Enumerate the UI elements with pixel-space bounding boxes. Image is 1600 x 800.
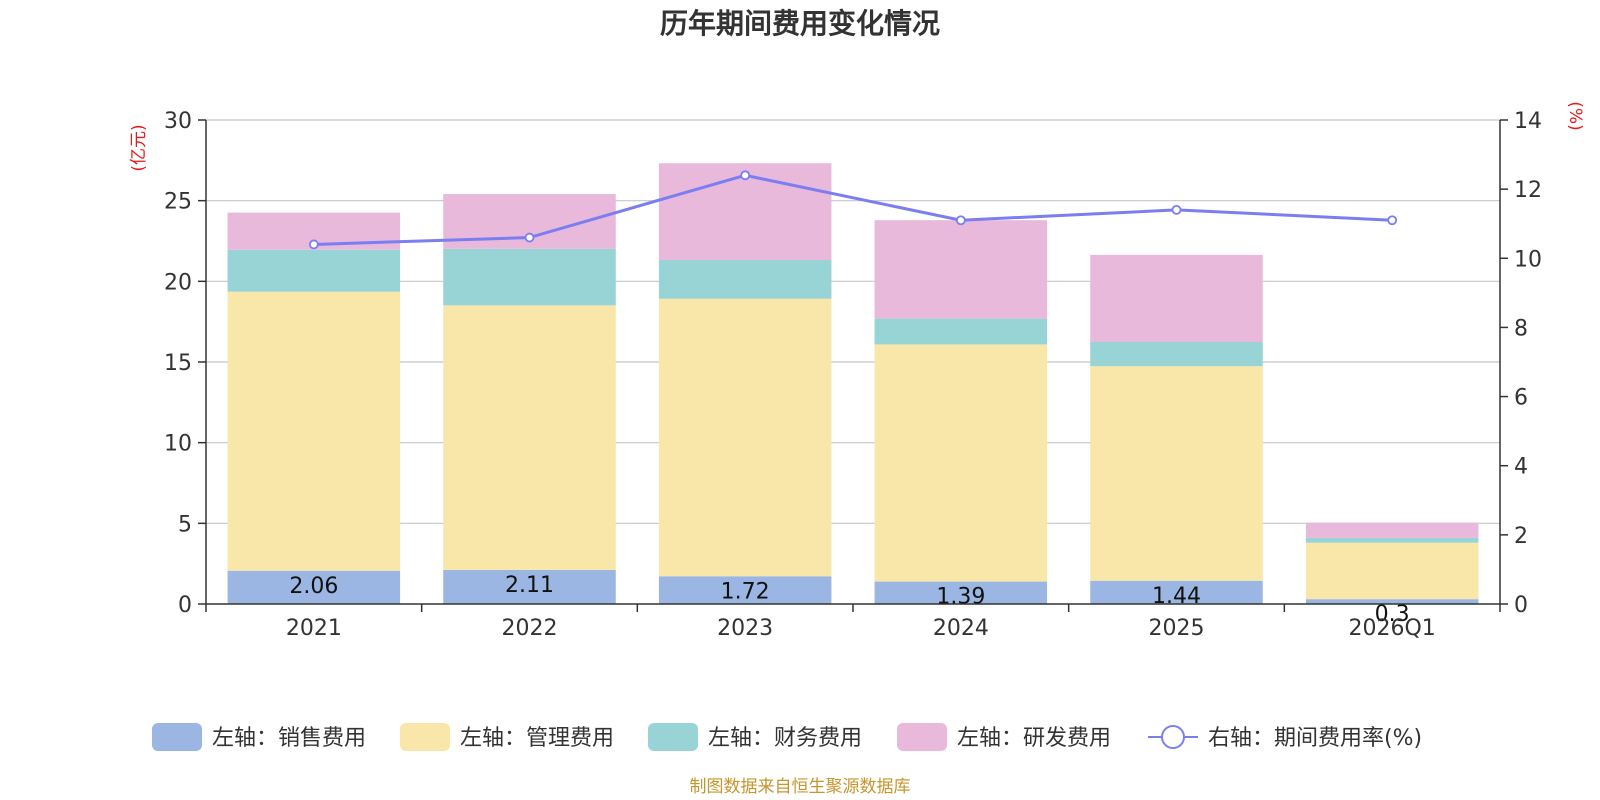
- legend-swatch: [648, 723, 698, 751]
- rate-line-path: [313, 173, 1393, 246]
- legend-label: 右轴：期间费用率(%): [1208, 726, 1422, 751]
- bar-segment: [874, 581, 1048, 604]
- x-tick-label: 2024: [933, 616, 989, 641]
- legend-swatch: [152, 723, 202, 751]
- bar-value-label: 1.44: [1152, 584, 1201, 609]
- right-tick-label: 6: [1514, 386, 1528, 411]
- legend-swatch: [400, 723, 450, 751]
- bar-segment: [227, 249, 401, 292]
- legend-label: 左轴：研发费用: [957, 726, 1111, 751]
- bar-segment: [1305, 542, 1479, 600]
- bar-segment: [227, 291, 401, 571]
- right-tick-label: 0: [1514, 593, 1528, 618]
- rate-point: [740, 170, 751, 181]
- bar-segment: [227, 570, 401, 604]
- x-tick-label: 2025: [1149, 616, 1205, 641]
- left-tick-label: 15: [164, 351, 192, 376]
- bar-segment: [1090, 341, 1263, 367]
- bar-value-label: 1.39: [936, 585, 985, 610]
- right-tick-label: 4: [1514, 455, 1528, 480]
- bar-segment: [658, 298, 832, 577]
- left-tick-label: 30: [164, 109, 192, 134]
- bar-segment: [658, 260, 832, 299]
- bar-segment: [1305, 599, 1479, 604]
- bar-value-label: 1.72: [721, 579, 770, 604]
- left-tick-label: 5: [178, 512, 192, 537]
- bar-segment: [443, 248, 616, 306]
- bar-segment: [443, 569, 616, 604]
- x-tick-label: 2022: [502, 616, 558, 641]
- right-tick-label: 10: [1514, 247, 1542, 272]
- right-tick-label: 12: [1514, 178, 1542, 203]
- bar-segment: [1305, 522, 1479, 538]
- bars: [227, 163, 1479, 604]
- bar-value-label: 2.06: [289, 574, 338, 599]
- x-tick-label: 2021: [286, 616, 342, 641]
- legend: 左轴：销售费用 左轴：管理费用 左轴：财务费用 左轴：研发费用 右轴：期间费用率(%): [152, 723, 1422, 751]
- source-note: 制图数据来自恒生聚源数据库: [690, 777, 911, 797]
- grid-lines: [206, 119, 1500, 524]
- left-axis-unit: (亿元): [129, 124, 149, 171]
- legend-label: 左轴：销售费用: [212, 726, 366, 751]
- right-tick-label: 8: [1514, 316, 1528, 341]
- right-tick-label: 2: [1514, 524, 1528, 549]
- legend-swatch-marker: [1161, 725, 1185, 749]
- rate-point: [1171, 204, 1182, 215]
- legend-label: 左轴：管理费用: [460, 726, 614, 751]
- bar-segment: [874, 318, 1048, 345]
- bar-segment: [1305, 537, 1479, 543]
- rate-line: [308, 170, 1398, 250]
- chart-title: 历年期间费用变化情况: [660, 7, 940, 40]
- legend-label: 左轴：财务费用: [708, 726, 862, 751]
- bar-segment: [443, 305, 616, 570]
- bar-value-label: 2.11: [505, 573, 554, 598]
- rate-point: [308, 239, 319, 250]
- right-tick-label: 14: [1514, 109, 1542, 134]
- bar-segment: [1090, 366, 1263, 581]
- left-tick-label: 25: [164, 190, 192, 215]
- rate-point: [524, 232, 535, 243]
- bar-segment: [874, 344, 1048, 582]
- x-tick-label: 2023: [717, 616, 773, 641]
- bar-segment: [874, 220, 1048, 319]
- right-axis-unit: (%): [1565, 101, 1585, 130]
- bar-segment: [658, 576, 832, 604]
- rate-point: [1387, 215, 1398, 226]
- rate-point: [955, 215, 966, 226]
- x-tick-label: 2026Q1: [1349, 616, 1436, 641]
- left-tick-label: 20: [164, 270, 192, 295]
- bar-segment: [1090, 254, 1263, 342]
- legend-swatch: [897, 723, 947, 751]
- left-tick-label: 10: [164, 432, 192, 457]
- left-tick-label: 0: [178, 593, 192, 618]
- bar-value-label: 0.3: [1375, 602, 1410, 627]
- bar-segment: [1090, 580, 1263, 604]
- bar-labels: 2.06 2.11 1.72 1.39 1.44 0.3: [289, 573, 1409, 627]
